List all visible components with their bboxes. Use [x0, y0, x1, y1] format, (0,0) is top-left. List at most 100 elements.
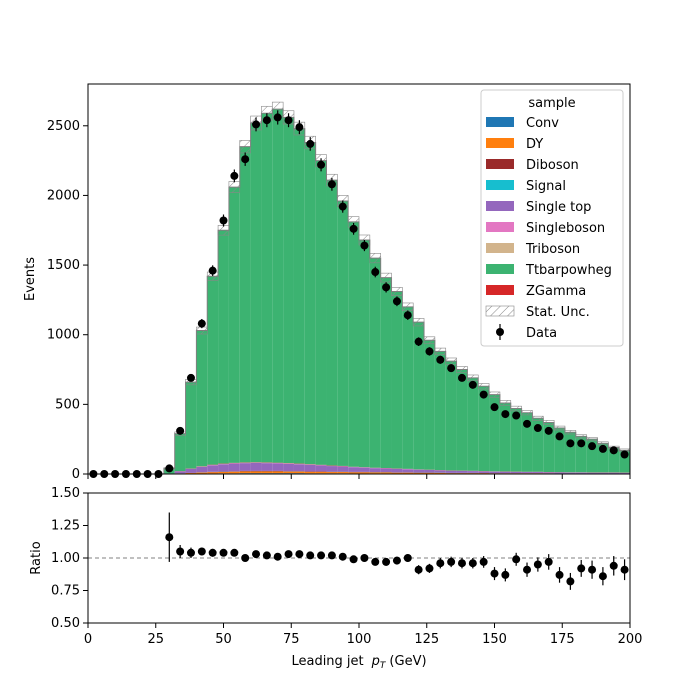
bar-single-top	[575, 472, 587, 474]
bar-single-top	[564, 472, 576, 474]
data-point	[273, 113, 282, 122]
data-point	[403, 311, 412, 320]
bar-ttbarpowheg	[456, 369, 468, 471]
ratio-point	[262, 551, 271, 560]
bar-ttbarpowheg	[521, 412, 533, 472]
legend-entries: Conv DY Diboson Signal Single top Singleboson…	[485, 116, 612, 341]
ratio-point	[512, 555, 521, 564]
bar-dy	[196, 472, 208, 474]
legend-label: Singleboson	[526, 221, 605, 236]
bar-dy	[402, 472, 414, 474]
bar-ttbarpowheg	[174, 433, 186, 472]
main-y-axis: 0 500 1000 1500 2000 2500	[47, 119, 88, 482]
data-point	[414, 337, 423, 346]
legend-label: Triboson	[525, 242, 580, 257]
ratio-point	[425, 564, 434, 573]
ratio-y-axis-label: Ratio	[29, 541, 44, 574]
bar-single-top	[174, 471, 186, 474]
bar-ttbarpowheg	[391, 291, 403, 469]
bar-single-top	[315, 465, 327, 472]
ratio-point	[295, 550, 304, 559]
ratio-point	[598, 572, 607, 581]
legend-label: ZGamma	[526, 284, 586, 299]
bar-ttbarpowheg	[434, 351, 446, 471]
bar-ttbarpowheg	[478, 386, 490, 472]
ratio-point	[544, 557, 553, 566]
bar-dy	[272, 471, 284, 474]
ratio-y-axis: 0.50 0.75 1.00 1.25 1.50	[51, 486, 88, 631]
legend-frame	[480, 89, 624, 347]
data-point	[284, 116, 293, 125]
data-point	[533, 424, 542, 433]
bar-single-top	[445, 470, 457, 473]
bar-single-top	[348, 467, 359, 472]
ratio-y-tick-label: 1.50	[51, 486, 80, 501]
bar-single-top	[499, 471, 511, 474]
bar-dy	[304, 471, 316, 474]
bar-dy	[326, 472, 338, 474]
bar-ttbarpowheg	[337, 201, 349, 466]
bar-single-top	[228, 463, 240, 472]
bar-dy	[283, 471, 294, 474]
ratio-point	[588, 565, 597, 574]
bar-dy	[456, 473, 468, 474]
bar-single-top	[326, 466, 338, 472]
data-point	[468, 380, 477, 389]
bar-ttbarpowheg	[228, 187, 240, 463]
bar-ttbarpowheg	[326, 180, 338, 466]
data-point	[609, 446, 618, 455]
legend-swatch	[486, 138, 514, 148]
bar-ttbarpowheg	[467, 377, 479, 471]
ratio-point	[392, 556, 401, 565]
legend-swatch	[486, 117, 514, 127]
bar-single-top	[489, 471, 500, 474]
bar-ttbarpowheg	[586, 439, 598, 473]
legend-label: Single top	[526, 200, 591, 215]
bar-ttbarpowheg	[564, 432, 576, 473]
x-axis-label-sub: T	[380, 661, 387, 671]
bar-ttbarpowheg	[272, 109, 284, 463]
bar-single-top	[413, 469, 425, 473]
legend-swatch	[486, 201, 514, 211]
bar-dy	[359, 472, 370, 474]
data-point	[338, 202, 347, 211]
ratio-point	[338, 552, 347, 561]
legend-swatch-stat-unc	[485, 305, 515, 317]
ratio-point	[523, 565, 532, 574]
bar-dy	[467, 473, 479, 474]
stacked-histogram	[163, 109, 630, 474]
ratio-point	[566, 577, 575, 586]
bar-ttbarpowheg	[608, 447, 620, 473]
bar-dy	[261, 471, 273, 474]
bar-ttbarpowheg	[532, 418, 544, 472]
bar-dy	[293, 471, 305, 474]
bar-dy	[250, 471, 262, 474]
legend-label: Diboson	[526, 158, 579, 173]
ratio-point	[219, 548, 228, 557]
bar-ttbarpowheg	[250, 123, 262, 463]
data-point	[371, 268, 380, 277]
bar-dy	[434, 472, 446, 474]
ratio-point	[197, 547, 206, 556]
bar-single-top	[337, 466, 349, 472]
data-point	[295, 123, 304, 132]
x-axis-label-prefix: Leading jet	[291, 654, 363, 669]
bar-ttbarpowheg	[283, 117, 294, 464]
x-tick-label: 200	[618, 632, 643, 647]
bar-single-top	[380, 468, 392, 473]
bar-dy	[228, 471, 240, 474]
bar-single-top	[369, 468, 381, 473]
data-point	[176, 426, 185, 435]
ratio-point	[403, 554, 412, 562]
ratio-point	[414, 565, 423, 574]
data-point	[165, 464, 174, 473]
mc-total-outline	[88, 108, 630, 475]
ratio-points	[165, 512, 629, 590]
bar-ttbarpowheg	[424, 340, 435, 470]
x-tick-label: 150	[482, 632, 507, 647]
x-axis-label: Leading jet pT (GeV)	[291, 654, 426, 671]
ratio-point	[577, 564, 586, 573]
y-tick-label: 500	[55, 397, 80, 412]
ratio-point	[371, 557, 380, 566]
bar-ttbarpowheg	[619, 450, 630, 473]
